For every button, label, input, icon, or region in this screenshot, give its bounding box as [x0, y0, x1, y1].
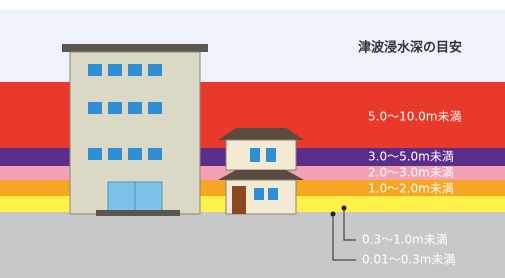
- title: 津波浸水深の目安: [358, 40, 462, 56]
- marker: [342, 206, 347, 211]
- depth-label: 3.0～5.0m未満: [368, 150, 454, 164]
- depth-label: 5.0～10.0m未満: [368, 110, 462, 124]
- depth-label: 2.0～3.0m未満: [368, 166, 454, 180]
- diagram: 津波浸水深の目安 5.0～10.0m未満 3.0～5.0m未満 2.0～3.0m…: [0, 0, 505, 278]
- page: 津波浸水深の目安 5.0～10.0m未満 3.0～5.0m未満 2.0～3.0m…: [0, 0, 505, 278]
- marker: [331, 212, 336, 217]
- depth-label: 1.0～2.0m未満: [368, 182, 454, 196]
- building: [62, 44, 208, 216]
- depth-label: 0.3～1.0m未満: [362, 233, 448, 247]
- depth-label: 0.01～0.3m未満: [362, 253, 456, 267]
